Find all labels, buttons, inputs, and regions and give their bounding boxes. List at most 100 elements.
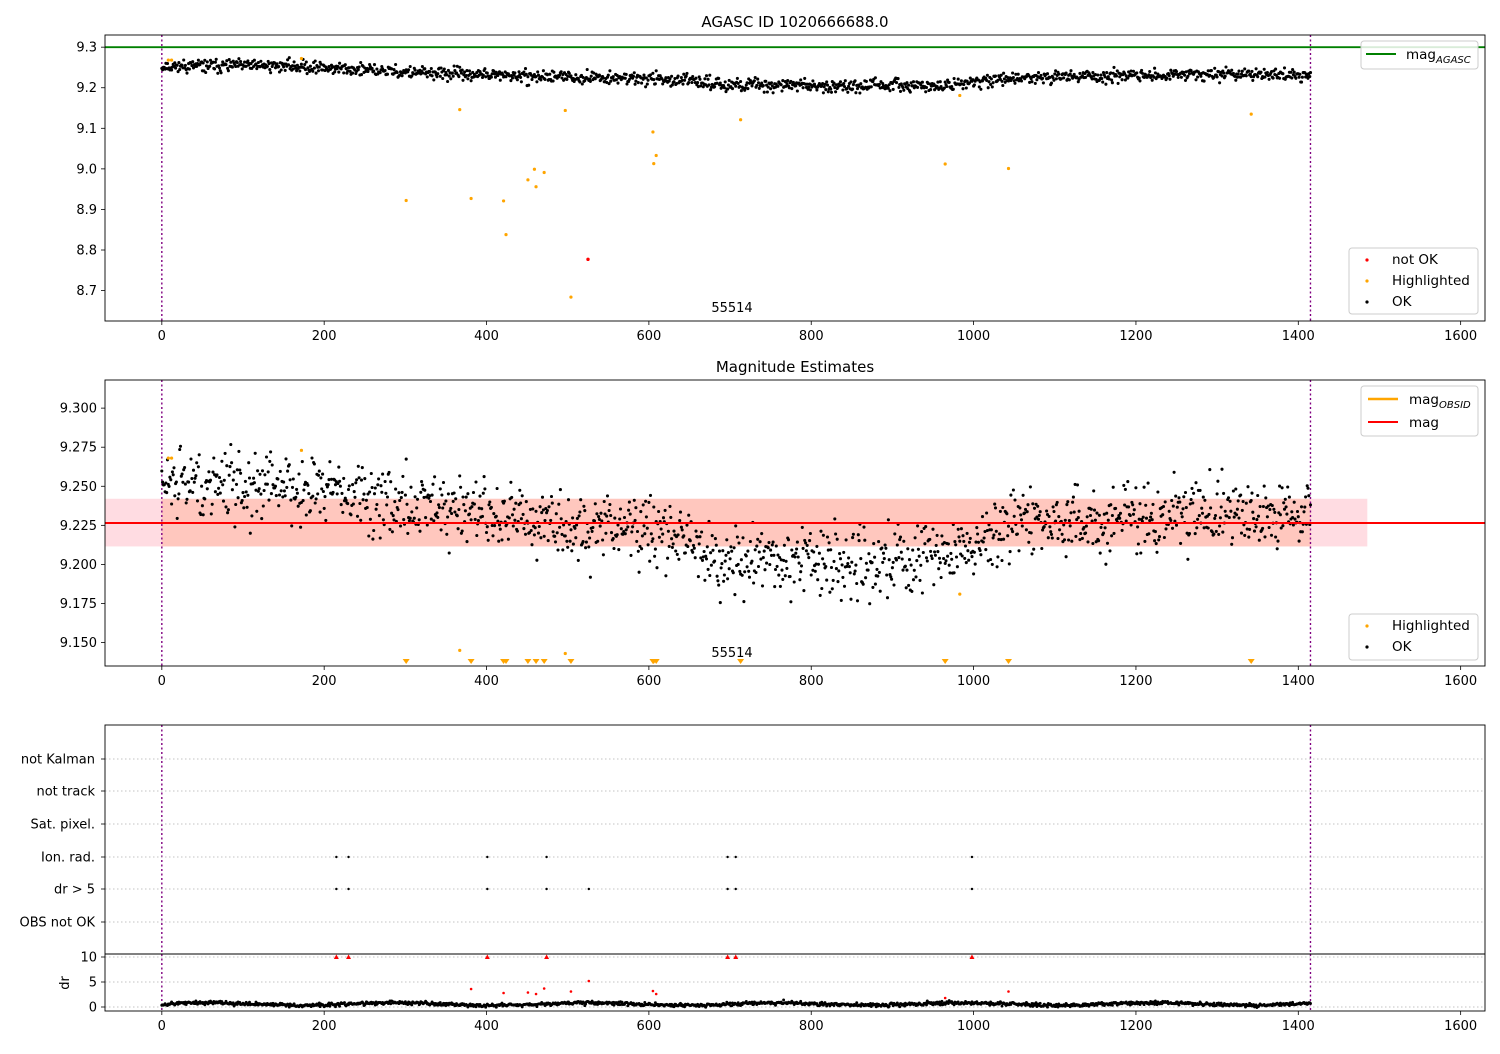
ok-point bbox=[1290, 76, 1294, 80]
ok-point bbox=[914, 575, 918, 579]
ok-point bbox=[752, 581, 756, 585]
ok-point bbox=[257, 487, 261, 491]
panel-magnitude-estimates: Magnitude Estimates 55514 0 200 400 600 800 1… bbox=[60, 358, 1486, 689]
ok-point bbox=[862, 525, 866, 529]
ok-point bbox=[536, 70, 540, 74]
ok-point bbox=[428, 494, 432, 498]
panel-magnitude-annotation: 55514 bbox=[711, 646, 752, 661]
ok-point bbox=[962, 82, 966, 87]
ok-point bbox=[1051, 505, 1055, 509]
ok-point bbox=[208, 58, 213, 62]
dr-point bbox=[1309, 1002, 1312, 1005]
highlighted-point bbox=[526, 178, 530, 182]
ok-point bbox=[984, 548, 988, 552]
ok-point bbox=[694, 76, 698, 80]
dr-point bbox=[474, 1005, 478, 1009]
ok-point bbox=[1256, 75, 1260, 79]
ok-point bbox=[582, 504, 586, 508]
ok-point bbox=[733, 593, 737, 597]
ok-point bbox=[1308, 71, 1313, 75]
ok-point bbox=[243, 479, 247, 483]
ok-point bbox=[410, 510, 414, 514]
ok-point bbox=[773, 585, 777, 589]
ok-point bbox=[1021, 493, 1025, 497]
ok-point bbox=[1248, 72, 1252, 76]
ok-point bbox=[392, 68, 396, 72]
ok-point bbox=[696, 81, 700, 85]
ok-point bbox=[221, 483, 225, 487]
ok-point bbox=[1068, 72, 1072, 76]
ok-point bbox=[551, 530, 555, 534]
ok-point bbox=[1041, 81, 1045, 85]
panel-magnitude-legend-points: Highlighted OK bbox=[1348, 613, 1479, 661]
ok-point bbox=[346, 69, 350, 73]
ok-point bbox=[191, 468, 196, 472]
ok-point bbox=[197, 453, 201, 457]
ok-point bbox=[347, 484, 351, 488]
ok-point bbox=[1008, 550, 1012, 554]
ok-point bbox=[358, 501, 362, 506]
ok-point bbox=[420, 480, 424, 484]
legend-ok-marker bbox=[1365, 300, 1369, 304]
ok-point bbox=[344, 498, 348, 502]
ok-point bbox=[1156, 490, 1160, 494]
ok-point bbox=[966, 549, 970, 553]
ok-point bbox=[419, 490, 423, 494]
ok-point bbox=[1215, 492, 1219, 496]
ok-point bbox=[1256, 493, 1260, 498]
ok-point bbox=[463, 509, 467, 513]
ok-point bbox=[469, 518, 473, 522]
ok-point bbox=[1097, 539, 1101, 543]
ok-point bbox=[1261, 504, 1265, 509]
ok-point bbox=[274, 494, 278, 498]
ok-point bbox=[1092, 508, 1097, 512]
ok-point bbox=[1073, 482, 1077, 486]
ok-point bbox=[864, 576, 868, 580]
ok-point bbox=[1132, 508, 1136, 512]
ok-point bbox=[723, 80, 727, 84]
ok-point bbox=[651, 537, 655, 541]
ok-point bbox=[771, 91, 775, 95]
ok-point bbox=[780, 89, 784, 93]
ok-point bbox=[1000, 79, 1004, 83]
ok-point bbox=[1268, 507, 1272, 512]
ok-point bbox=[1170, 72, 1175, 76]
ok-point bbox=[331, 490, 335, 494]
ok-point bbox=[432, 519, 436, 523]
ok-point bbox=[182, 58, 186, 62]
ok-point bbox=[170, 470, 174, 474]
ok-point bbox=[826, 548, 830, 552]
ok-point bbox=[1263, 535, 1267, 539]
ok-point bbox=[204, 64, 209, 68]
ok-point bbox=[493, 524, 497, 528]
ok-point bbox=[909, 563, 913, 567]
ok-point bbox=[921, 550, 925, 555]
offscale-marker bbox=[402, 659, 410, 664]
ok-point bbox=[465, 540, 469, 544]
ok-point bbox=[825, 80, 829, 84]
ok-point bbox=[698, 535, 702, 539]
ok-point bbox=[1103, 526, 1107, 530]
ok-point bbox=[1177, 496, 1181, 500]
ok-point bbox=[224, 63, 228, 67]
ok-point bbox=[807, 556, 811, 560]
ok-point bbox=[304, 60, 308, 64]
ok-point bbox=[351, 483, 355, 487]
ok-point bbox=[1303, 505, 1307, 509]
ok-point bbox=[1244, 74, 1248, 78]
ok-point bbox=[1276, 539, 1280, 543]
ok-point bbox=[693, 556, 697, 560]
ok-point bbox=[480, 514, 485, 518]
ok-point bbox=[933, 550, 937, 554]
ok-point bbox=[802, 589, 806, 593]
ok-point bbox=[967, 558, 971, 562]
ok-point bbox=[642, 524, 646, 528]
ok-point bbox=[1228, 499, 1232, 503]
ok-point bbox=[918, 578, 922, 582]
ok-point bbox=[375, 67, 379, 71]
ok-point bbox=[211, 60, 215, 64]
ok-point bbox=[441, 76, 445, 81]
magnitude-ytick-label: 9.200 bbox=[60, 558, 97, 573]
ok-point bbox=[266, 470, 270, 474]
ok-point bbox=[889, 575, 893, 579]
